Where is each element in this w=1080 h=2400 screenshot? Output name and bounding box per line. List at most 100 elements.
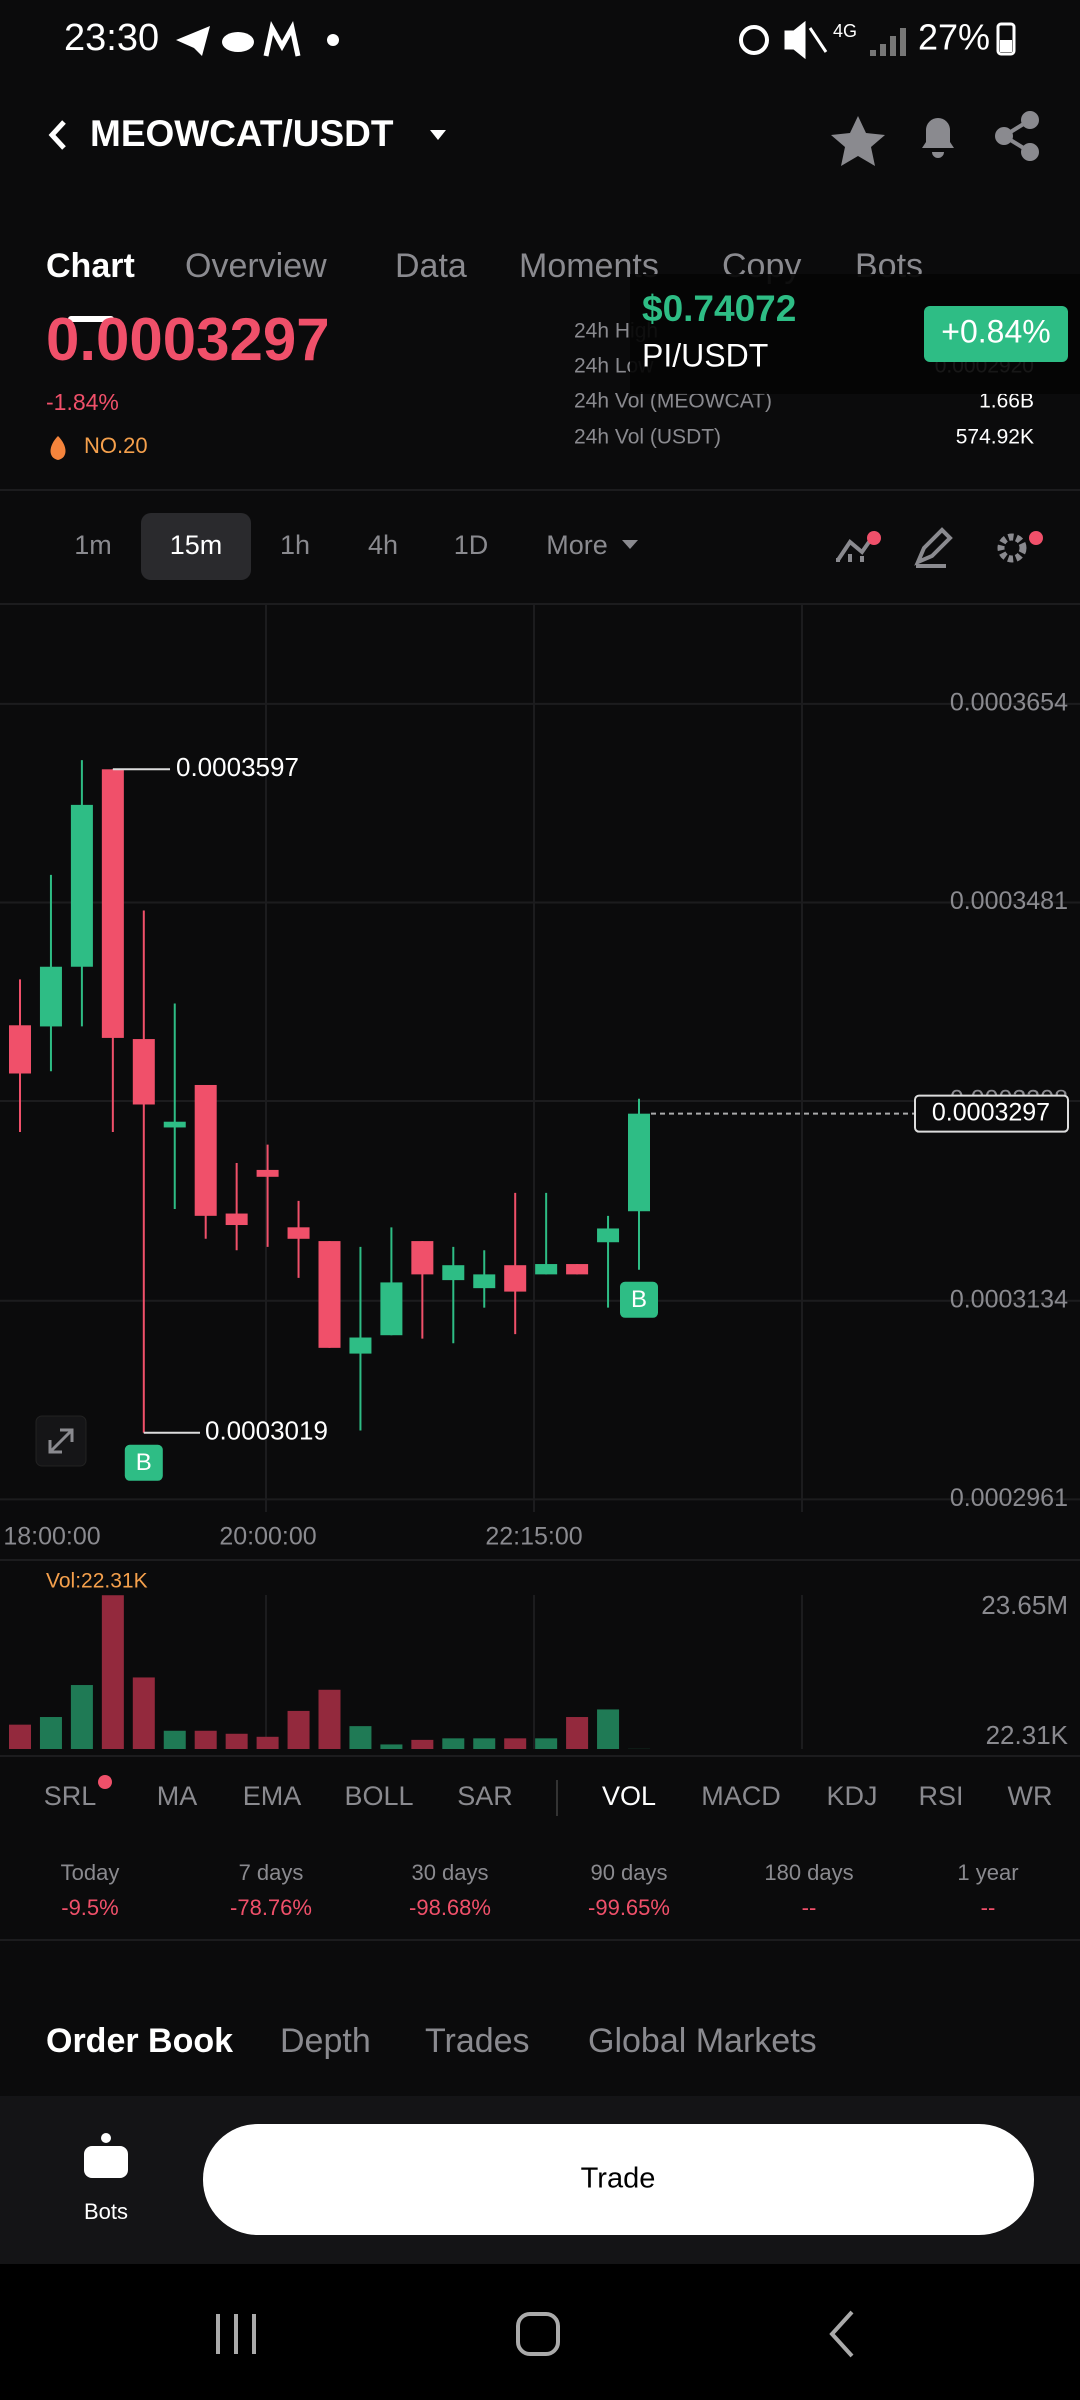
candle-body [566,1264,589,1275]
volume-bar [473,1738,496,1749]
badge [1029,531,1043,545]
indicator-tab[interactable]: MA [157,1781,198,1811]
alarm-icon [739,25,769,55]
interval[interactable]: 1m [74,530,112,560]
bots-icon[interactable] [84,2146,128,2178]
candle-body [9,1025,31,1074]
interval-highlight [141,513,251,580]
tab[interactable]: Chart [46,247,135,285]
period-change: -99.65% [588,1895,670,1920]
buy-marker [620,1281,658,1318]
volume-bar [9,1724,31,1749]
alert-button[interactable] [922,118,954,158]
period-label: 180 days [764,1860,853,1885]
pair-dropdown[interactable] [430,130,446,140]
volume-bar [287,1710,310,1749]
section-tab[interactable]: Depth [280,2022,371,2060]
indicator-tab[interactable]: VOL [602,1781,656,1811]
popup-pair: PI/USDT [642,337,768,373]
section-tab[interactable]: Global Markets [588,2022,817,2060]
badge [867,531,881,545]
candle-body [101,769,124,1038]
interval[interactable]: 1h [280,530,310,560]
high-annotation: 0.0003597 [176,752,299,782]
candle-body [225,1213,248,1226]
candle-body [349,1337,372,1354]
section-tab[interactable]: Order Book [46,2022,233,2060]
y-tick-label: 0.0002961 [950,1484,1068,1512]
low-annotation: 0.0003019 [205,1416,328,1446]
trade-button[interactable] [203,2124,1034,2235]
mute-icon [784,20,828,60]
status-time: 23:30 [64,17,159,59]
period-change: -78.76% [230,1895,312,1920]
tab-indicator [68,316,114,322]
app-icon [263,20,301,57]
interval[interactable]: 4h [368,530,398,560]
network-type: 4G [833,21,857,41]
popup-change: +0.84% [941,313,1050,349]
rank: NO.20 [84,433,148,458]
x-tick-label: 22:15:00 [485,1523,582,1551]
share-button[interactable] [995,111,1039,161]
period-label: 1 year [957,1860,1018,1885]
favorite-button[interactable] [831,116,885,166]
x-tick-label: 18:00:00 [3,1523,100,1551]
bots-icon-antenna [101,2133,111,2143]
period-label: 30 days [411,1860,488,1885]
last-price-box [914,1094,1069,1133]
bots-label[interactable]: Bots [84,2199,128,2224]
indicator-tab[interactable]: EMA [243,1781,302,1811]
interval[interactable]: 1D [454,530,489,560]
nav-recents[interactable] [216,2314,256,2354]
volume-bar [132,1677,155,1749]
indicator-tab[interactable]: SRL [44,1781,97,1811]
period-change: -- [981,1895,996,1920]
popup-price: $0.74072 [642,288,796,329]
volume-bar [39,1717,62,1749]
indicator-tab[interactable]: WR [1008,1781,1053,1811]
trade-label[interactable]: Trade [581,2163,656,2195]
volume-bar [597,1709,620,1749]
back-button[interactable] [48,120,66,150]
indicator-tool[interactable] [836,530,878,562]
volume-bar [535,1738,558,1749]
draw-tool[interactable] [914,527,953,568]
candle-body [256,1169,279,1177]
volume-bar [411,1739,434,1749]
badge [98,1775,112,1789]
nav-back[interactable] [829,2310,854,2358]
telegram-icon [176,26,210,56]
battery-icon [996,22,1016,56]
candle-body [473,1274,496,1289]
interval[interactable]: 15m [170,530,223,560]
buy-marker [124,1444,163,1481]
indicator-tab[interactable]: RSI [918,1781,963,1811]
volume-bar [256,1736,279,1749]
volume-bar [163,1730,186,1749]
indicator-tab[interactable]: KDJ [826,1781,877,1811]
expand-icon [48,1428,74,1454]
tab[interactable]: Data [395,247,467,285]
period-change: -98.68% [409,1895,491,1920]
candle-body [380,1282,403,1336]
period-change: -- [802,1895,817,1920]
candle-body [163,1121,186,1128]
pair-title[interactable]: MEOWCAT/USDT [90,113,394,154]
candle-body [535,1264,558,1275]
section-tab[interactable]: Trades [425,2022,530,2060]
settings-tool[interactable] [997,533,1027,563]
volume-bar [318,1689,341,1749]
indicator-tab[interactable]: SAR [457,1781,513,1811]
tab[interactable]: Overview [185,247,327,285]
volume-bar [101,1595,124,1749]
volume-label: Vol:22.31K [46,1570,148,1593]
interval[interactable]: More [546,530,608,560]
stat-label: 24h Vol (MEOWCAT) [574,390,772,413]
indicator-tab[interactable]: MACD [701,1781,781,1811]
nav-home[interactable] [516,2312,560,2356]
indicator-tab[interactable]: BOLL [344,1781,413,1811]
more-arrow [622,540,638,549]
volume-bar [70,1685,93,1749]
